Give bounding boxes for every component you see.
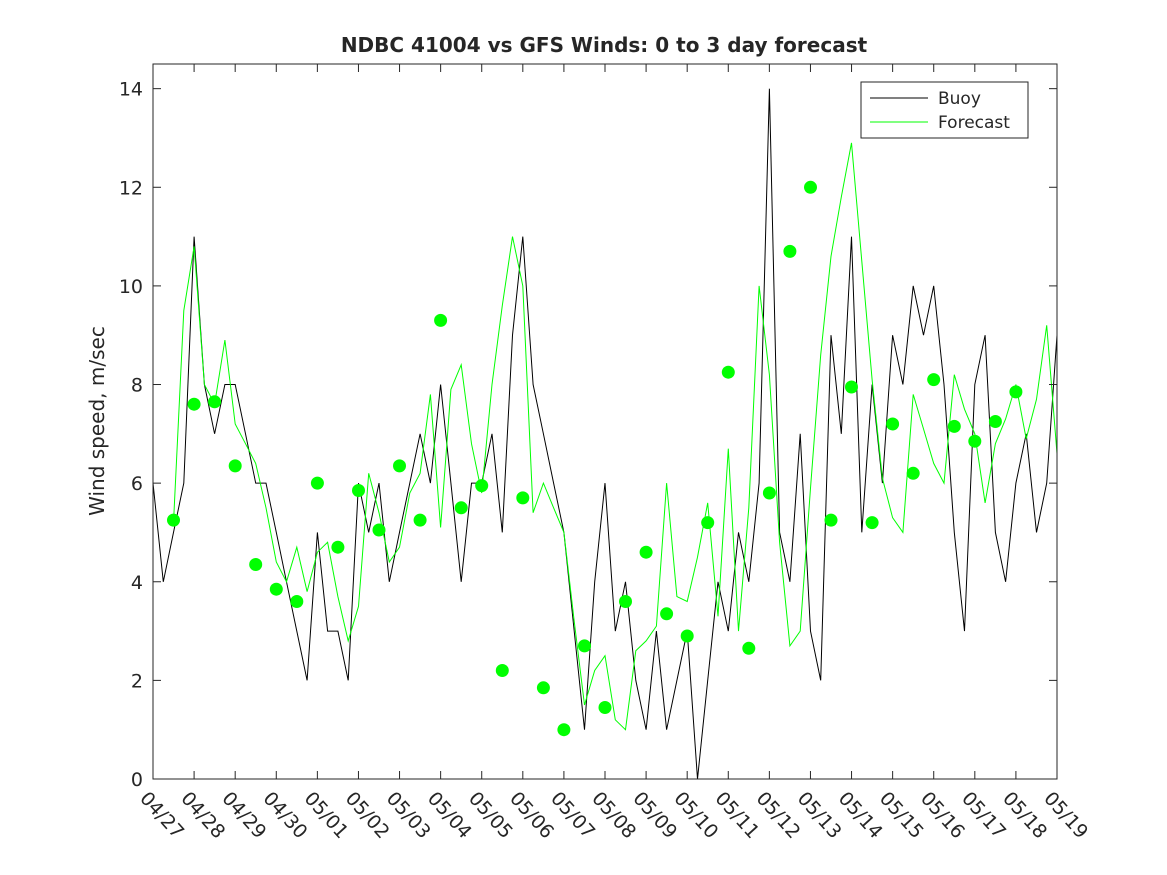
legend-buoy-label: Buoy (938, 89, 981, 109)
forecast-marker (516, 491, 530, 505)
forecast-marker (331, 540, 345, 554)
forecast-marker (680, 629, 694, 643)
forecast-marker (762, 486, 776, 500)
forecast-marker (906, 466, 920, 480)
legend-box (860, 81, 1029, 139)
y-axis-label: Wind speed, m/sec (85, 326, 109, 516)
forecast-marker (557, 723, 571, 737)
forecast-marker (639, 545, 653, 559)
y-tick-label: 10 (119, 276, 143, 298)
forecast-marker (495, 664, 509, 677)
y-tick-label: 2 (131, 670, 143, 692)
forecast-marker (886, 417, 900, 431)
forecast-marker (783, 244, 797, 258)
forecast-marker (372, 523, 386, 537)
forecast-marker (393, 459, 406, 473)
forecast-marker (310, 476, 324, 490)
forecast-marker (578, 639, 591, 653)
forecast-marker (352, 484, 365, 497)
plot-area (152, 88, 1058, 780)
forecast-marker (598, 701, 612, 714)
y-tick-label: 12 (119, 177, 143, 199)
forecast-marker (927, 373, 941, 387)
y-tick-label: 4 (131, 572, 143, 594)
forecast-marker (947, 419, 961, 433)
forecast-marker (269, 582, 283, 596)
forecast-marker (824, 513, 838, 527)
forecast-marker (845, 380, 858, 394)
forecast-marker (454, 501, 468, 515)
legend: Buoy Forecast (860, 81, 1029, 139)
forecast-marker (721, 365, 735, 379)
forecast-marker (536, 681, 550, 695)
chart-title: NDBC 41004 vs GFS Winds: 0 to 3 day fore… (341, 33, 868, 57)
forecast-marker (249, 558, 263, 571)
y-tick-label: 0 (131, 769, 143, 791)
forecast-marker (290, 595, 304, 608)
legend-forecast-label: Forecast (938, 113, 1010, 133)
forecast-marker (988, 415, 1002, 428)
forecast-marker (208, 395, 222, 409)
forecast-marker (865, 516, 879, 530)
forecast-marker (475, 479, 489, 493)
forecast-marker (804, 180, 817, 194)
series-line-buoy (152, 88, 1058, 780)
forecast-marker (167, 513, 180, 527)
y-tick-label: 14 (119, 79, 143, 101)
forecast-marker (968, 434, 982, 448)
y-tick-label: 8 (131, 375, 143, 397)
forecast-marker (742, 641, 756, 655)
y-tick-label: 6 (131, 473, 143, 495)
forecast-marker (413, 513, 427, 527)
forecast-marker (701, 516, 715, 530)
forecast-marker (228, 459, 242, 473)
series-line-forecast (173, 142, 1058, 731)
forecast-marker (619, 595, 632, 608)
forecast-marker (187, 397, 201, 411)
forecast-marker (434, 313, 448, 327)
forecast-marker (1009, 385, 1023, 399)
forecast-marker (660, 607, 674, 621)
